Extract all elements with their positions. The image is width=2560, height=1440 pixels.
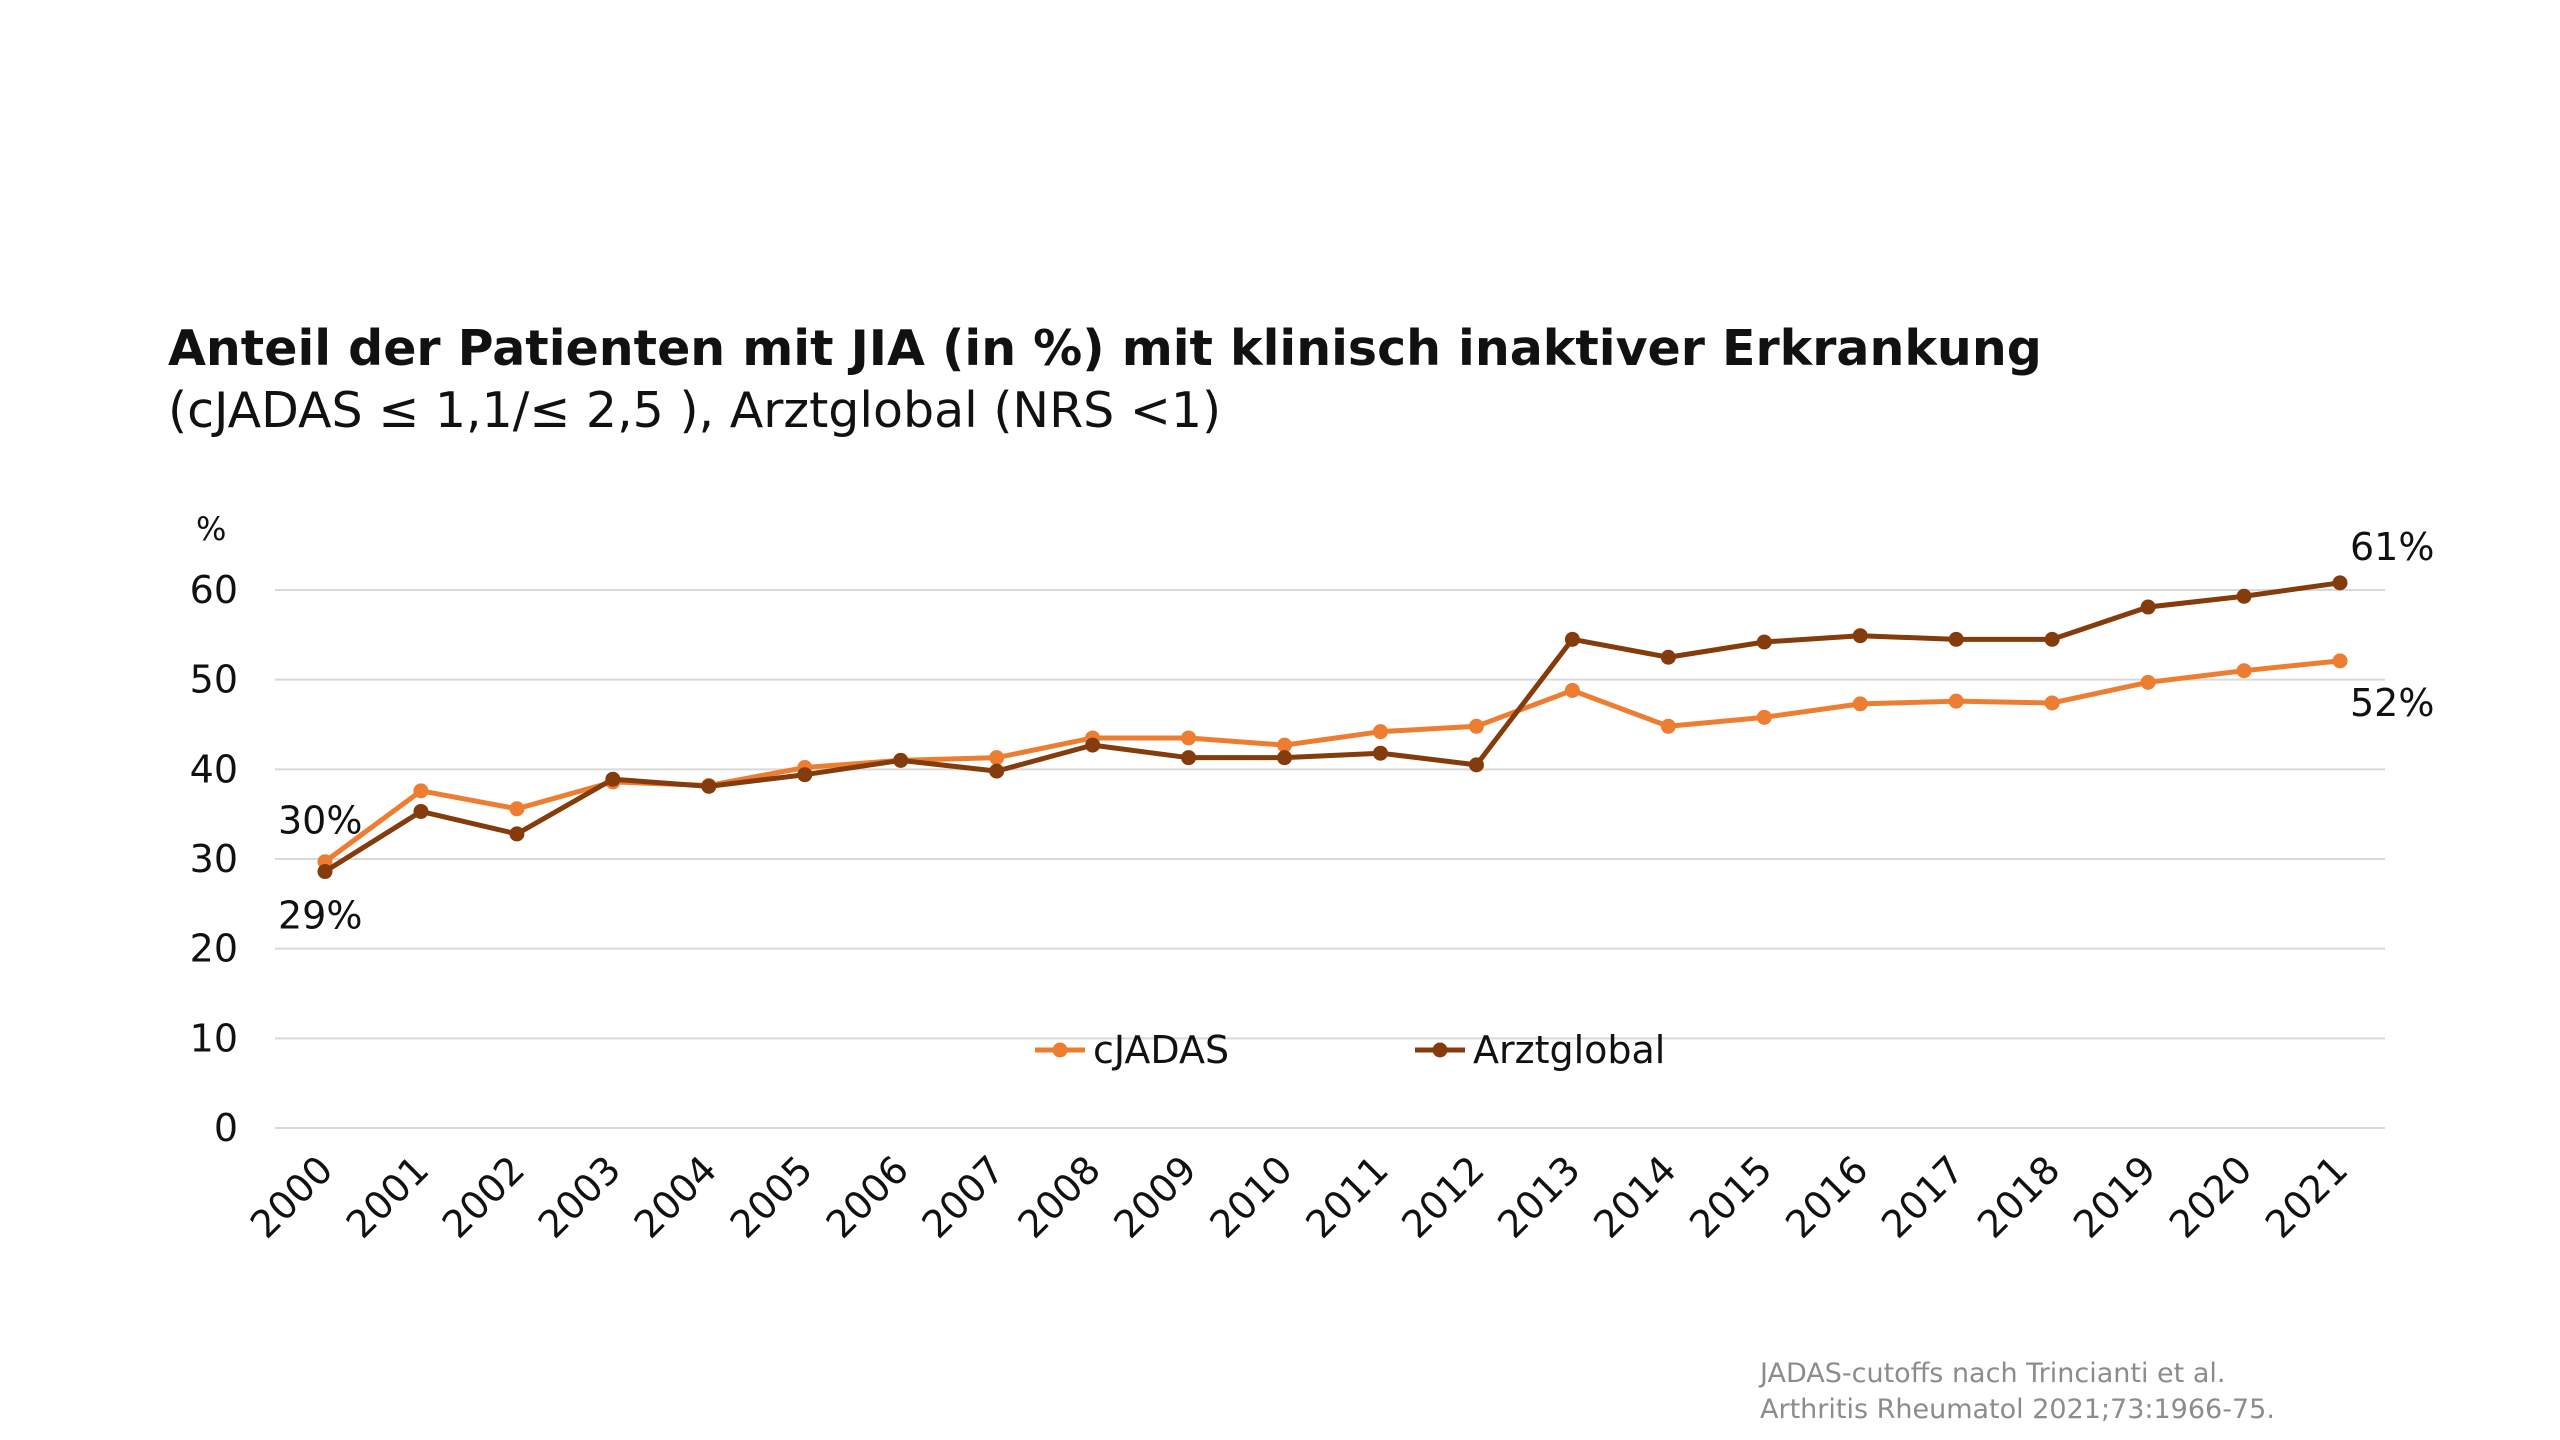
- data-point-arztglobal: [893, 752, 909, 768]
- series-line-arztglobal: [323, 580, 2341, 874]
- data-point-arztglobal: [1564, 631, 1580, 647]
- data-point-arztglobal: [797, 767, 813, 783]
- x-tick-label: 2009: [1105, 1147, 1205, 1247]
- series-cjadas: [317, 653, 2348, 870]
- data-point-cjadas: [989, 750, 1005, 766]
- x-tick-label: 2018: [1969, 1147, 2069, 1247]
- x-tick-label: 2008: [1009, 1147, 1109, 1247]
- x-tick-label: 2013: [1489, 1147, 1589, 1247]
- x-tick-label: 2001: [338, 1147, 438, 1247]
- data-point-arztglobal: [1181, 750, 1197, 766]
- data-point-cjadas: [2044, 695, 2060, 711]
- data-point-arztglobal: [1277, 750, 1293, 766]
- chart-title: Anteil der Patienten mit JIA (in %) mit …: [168, 320, 2042, 377]
- data-point-cjadas: [1948, 693, 1964, 709]
- x-tick-label: 2006: [818, 1147, 918, 1247]
- y-tick-label: 0: [214, 1106, 238, 1150]
- data-point-cjadas: [1756, 709, 1772, 725]
- grid-lines: [275, 589, 2385, 1129]
- x-tick-label: 2020: [2161, 1147, 2261, 1247]
- data-point-arztglobal: [509, 826, 525, 842]
- x-tick-label: 2014: [1585, 1147, 1685, 1247]
- x-tick-label: 2002: [434, 1147, 534, 1247]
- x-tick-label: 2019: [2065, 1147, 2165, 1247]
- legend-label-cjadas: cJADAS: [1093, 1028, 1229, 1072]
- data-point-arztglobal: [1852, 628, 1868, 644]
- y-tick-label: 40: [190, 747, 238, 791]
- data-label: 61%: [2350, 525, 2434, 569]
- data-label: 29%: [278, 894, 362, 938]
- data-point-arztglobal: [701, 778, 717, 794]
- legend-item-cjadas: cJADAS: [1035, 1028, 1229, 1072]
- x-tick-label: 2017: [1873, 1147, 1973, 1247]
- data-point-arztglobal: [989, 763, 1005, 779]
- data-labels: 30% 29% 61% 52%: [278, 525, 2434, 938]
- data-point-arztglobal: [1948, 631, 1964, 647]
- data-point-arztglobal: [1468, 757, 1484, 773]
- x-tick-label: 2007: [914, 1147, 1014, 1247]
- y-tick-label: 10: [190, 1016, 238, 1060]
- series-line-cjadas: [323, 658, 2341, 864]
- data-point-arztglobal: [317, 864, 333, 880]
- x-tick-label: 2010: [1201, 1147, 1301, 1247]
- x-tick-labels: 2000200120022003200420052006200720082009…: [242, 1147, 2357, 1247]
- y-axis-label: %: [196, 510, 226, 548]
- legend: cJADAS Arztglobal: [1035, 1028, 1665, 1072]
- data-point-cjadas: [2140, 674, 2156, 690]
- legend-marker-cjadas: [1052, 1042, 1068, 1058]
- data-point-arztglobal: [1756, 634, 1772, 650]
- legend-label-arztglobal: Arztglobal: [1473, 1028, 1665, 1072]
- data-point-cjadas: [1372, 724, 1388, 740]
- legend-marker-arztglobal: [1432, 1042, 1448, 1058]
- data-label: 30%: [278, 799, 362, 843]
- data-point-cjadas: [1852, 696, 1868, 712]
- footnote-line-2: Arthritis Rheumatol 2021;73:1966-75.: [1760, 1394, 2275, 1425]
- y-tick-label: 20: [190, 927, 238, 971]
- data-point-arztglobal: [1660, 649, 1676, 665]
- data-point-cjadas: [1277, 737, 1293, 753]
- data-point-cjadas: [2332, 653, 2348, 669]
- footnote-line-1: JADAS-cutoffs nach Trincianti et al.: [1760, 1358, 2226, 1389]
- data-point-cjadas: [1181, 730, 1197, 746]
- x-tick-label: 2011: [1297, 1147, 1397, 1247]
- data-point-arztglobal: [1085, 737, 1101, 753]
- x-tick-label: 2000: [242, 1147, 342, 1247]
- x-tick-label: 2003: [530, 1147, 630, 1247]
- data-point-arztglobal: [413, 803, 429, 819]
- x-tick-label: 2021: [2257, 1147, 2357, 1247]
- y-tick-label: 60: [190, 568, 238, 612]
- x-tick-label: 2015: [1681, 1147, 1781, 1247]
- data-label: 52%: [2350, 681, 2434, 725]
- data-point-arztglobal: [2236, 588, 2252, 604]
- data-point-arztglobal: [1372, 745, 1388, 761]
- chart-subtitle: (cJADAS ≤ 1,1/≤ 2,5 ), Arztglobal (NRS <…: [168, 382, 1222, 439]
- x-tick-label: 2005: [722, 1147, 822, 1247]
- y-tick-labels: 0 10 20 30 40 50 60: [190, 568, 238, 1150]
- legend-item-arztglobal: Arztglobal: [1415, 1028, 1665, 1072]
- data-point-cjadas: [1564, 682, 1580, 698]
- title-block: Anteil der Patienten mit JIA (in %) mit …: [168, 318, 2042, 442]
- data-point-arztglobal: [2044, 631, 2060, 647]
- series-lines: [317, 575, 2348, 880]
- series-arztglobal: [317, 575, 2348, 880]
- y-tick-label: 30: [190, 837, 238, 881]
- data-point-arztglobal: [2140, 599, 2156, 615]
- y-tick-label: 50: [190, 658, 238, 702]
- data-point-cjadas: [2236, 663, 2252, 679]
- data-point-cjadas: [1468, 718, 1484, 734]
- data-point-cjadas: [413, 783, 429, 799]
- data-point-arztglobal: [605, 771, 621, 787]
- data-point-arztglobal: [2332, 575, 2348, 591]
- footnote: JADAS-cutoffs nach Trincianti et al. Art…: [1760, 1356, 2275, 1428]
- x-tick-label: 2016: [1777, 1147, 1877, 1247]
- x-tick-label: 2012: [1393, 1147, 1493, 1247]
- data-point-cjadas: [509, 801, 525, 817]
- data-point-cjadas: [1660, 718, 1676, 734]
- x-tick-label: 2004: [626, 1147, 726, 1247]
